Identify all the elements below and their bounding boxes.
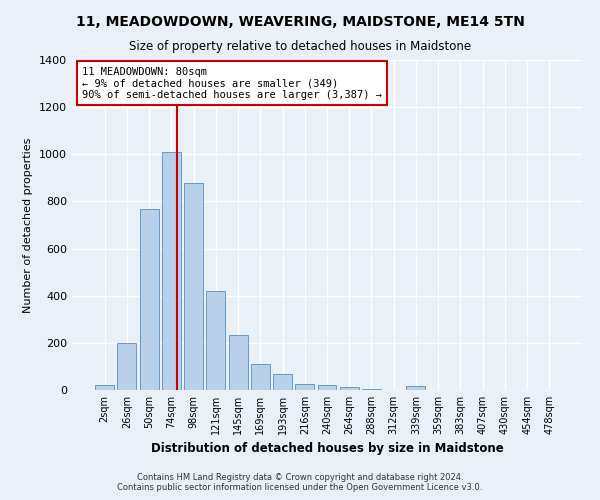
Bar bbox=[140, 208, 158, 390]
Bar bbox=[273, 374, 292, 390]
Text: Size of property relative to detached houses in Maidstone: Size of property relative to detached ho… bbox=[129, 40, 471, 53]
Text: 11, MEADOWDOWN, WEAVERING, MAIDSTONE, ME14 5TN: 11, MEADOWDOWN, WEAVERING, MAIDSTONE, ME… bbox=[76, 15, 524, 29]
Y-axis label: Number of detached properties: Number of detached properties bbox=[23, 138, 34, 312]
Bar bbox=[317, 385, 337, 390]
Bar bbox=[362, 389, 381, 390]
Bar bbox=[118, 343, 136, 390]
X-axis label: Distribution of detached houses by size in Maidstone: Distribution of detached houses by size … bbox=[151, 442, 503, 456]
Bar bbox=[406, 386, 425, 390]
Text: Contains HM Land Registry data © Crown copyright and database right 2024.
Contai: Contains HM Land Registry data © Crown c… bbox=[118, 472, 482, 492]
Bar bbox=[95, 386, 114, 390]
Bar bbox=[162, 152, 181, 390]
Bar bbox=[251, 364, 270, 390]
Bar bbox=[206, 291, 225, 390]
Text: 11 MEADOWDOWN: 80sqm
← 9% of detached houses are smaller (349)
90% of semi-detac: 11 MEADOWDOWN: 80sqm ← 9% of detached ho… bbox=[82, 66, 382, 100]
Bar bbox=[229, 334, 248, 390]
Bar bbox=[340, 387, 359, 390]
Bar bbox=[184, 182, 203, 390]
Bar bbox=[295, 384, 314, 390]
